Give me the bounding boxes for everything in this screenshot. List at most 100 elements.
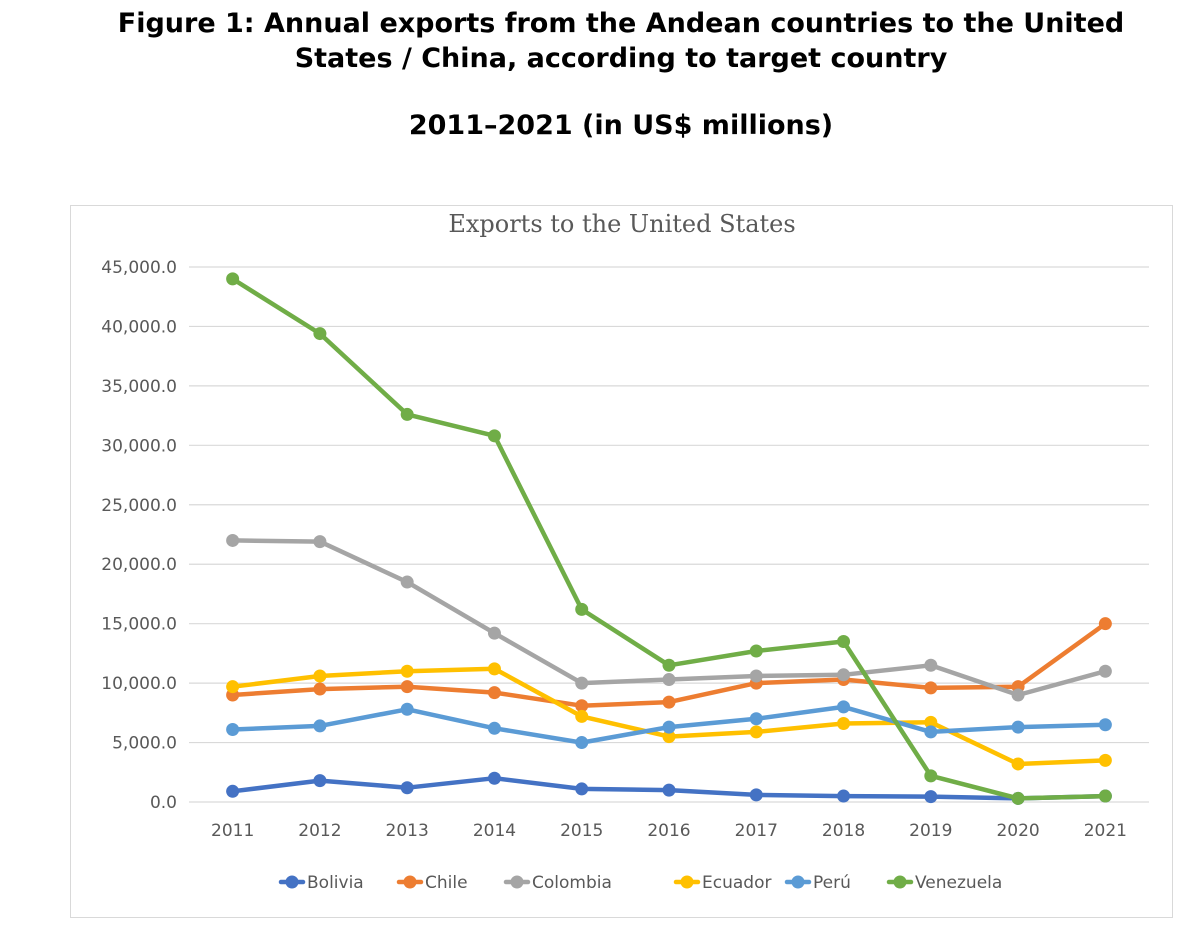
data-point-venezuela [1098, 789, 1112, 803]
y-tick-label: 25,000.0 [101, 496, 177, 516]
x-tick-label: 2014 [473, 821, 516, 841]
figure-subtitle: 2011–2021 (in US$ millions) [408, 110, 834, 141]
data-point-colombia [837, 668, 851, 682]
data-point-ecuador [1098, 753, 1112, 767]
data-point-peru [662, 720, 676, 734]
data-point-colombia [487, 626, 501, 640]
y-tick-label: 15,000.0 [101, 615, 177, 635]
series-bolivia [226, 771, 1112, 805]
y-tick-label: 45,000.0 [101, 258, 177, 278]
data-point-peru [400, 702, 414, 716]
data-point-venezuela [313, 327, 327, 341]
series-peru [226, 700, 1112, 750]
data-point-chile [313, 682, 327, 696]
data-point-colombia [1011, 688, 1025, 702]
data-point-colombia [924, 658, 938, 672]
data-point-chile [662, 695, 676, 709]
x-tick-label: 2019 [909, 821, 952, 841]
legend-entry-bolivia: Bolivia [278, 873, 364, 893]
data-point-venezuela [662, 658, 676, 672]
legend-entry-peru: Perú [784, 873, 851, 893]
series-colombia [226, 533, 1112, 702]
data-point-venezuela [400, 407, 414, 421]
x-tick-label: 2018 [822, 821, 865, 841]
data-point-peru [1098, 718, 1112, 732]
data-point-peru [837, 700, 851, 714]
data-point-chile [487, 686, 501, 700]
data-point-bolivia [226, 784, 240, 798]
chart-title: Exports to the United States [448, 210, 795, 238]
x-tick-label: 2011 [211, 821, 254, 841]
y-tick-label: 35,000.0 [101, 377, 177, 397]
data-point-peru [575, 736, 589, 750]
y-tick-label: 10,000.0 [101, 674, 177, 694]
data-point-chile [575, 699, 589, 713]
legend-swatch-marker [285, 875, 299, 889]
data-point-venezuela [226, 272, 240, 286]
x-axis-tick-labels: 2011 2012 2013 2014 2015 2016 2017 2018 2019 2020… [211, 821, 1127, 841]
data-point-ecuador [837, 717, 851, 731]
data-point-colombia [662, 673, 676, 687]
data-point-chile [924, 681, 938, 695]
data-point-ecuador [313, 669, 327, 683]
data-point-peru [1011, 720, 1025, 734]
x-tick-label: 2016 [647, 821, 690, 841]
legend-entry-colombia: Colombia [503, 873, 612, 893]
data-point-bolivia [837, 789, 851, 803]
chart-frame: Exports to the United States 0.0 5,000.0 1… [70, 205, 1173, 918]
y-tick-label: 5,000.0 [112, 734, 177, 754]
legend-label: Bolivia [307, 873, 364, 893]
legend-entry-chile: Chile [396, 873, 468, 893]
data-point-ecuador [924, 715, 938, 729]
y-tick-label: 30,000.0 [101, 436, 177, 456]
data-point-colombia [749, 669, 763, 683]
data-point-venezuela [1011, 791, 1025, 805]
legend-entry-ecuador: Ecuador [673, 873, 771, 893]
legend-label: Ecuador [702, 873, 771, 893]
legend-label: Colombia [532, 873, 612, 893]
x-tick-label: 2017 [735, 821, 778, 841]
data-point-peru [924, 725, 938, 739]
series-layer [226, 272, 1112, 805]
data-point-venezuela [575, 602, 589, 616]
data-point-peru [226, 722, 240, 736]
legend-label: Chile [425, 873, 468, 893]
data-point-colombia [313, 535, 327, 549]
data-point-bolivia [313, 774, 327, 788]
gridlines [189, 266, 1149, 803]
data-point-peru [487, 721, 501, 735]
y-tick-label: 40,000.0 [101, 317, 177, 337]
data-point-venezuela [487, 429, 501, 443]
data-point-ecuador [662, 730, 676, 744]
legend-swatch-marker [403, 875, 417, 889]
data-point-bolivia [575, 782, 589, 796]
data-point-peru [313, 719, 327, 733]
legend: Bolivia Chile Colombia Ecuador Perú Venezuela [278, 873, 1002, 893]
data-point-colombia [575, 676, 589, 690]
exports-line-chart: Exports to the United States 0.0 5,000.0 1… [101, 210, 1149, 893]
x-tick-label: 2012 [298, 821, 341, 841]
x-tick-label: 2021 [1084, 821, 1127, 841]
figure-title-line-1: Figure 1: Annual exports from the Andean… [117, 8, 1125, 39]
x-tick-label: 2015 [560, 821, 603, 841]
series-ecuador [226, 662, 1112, 771]
data-point-bolivia [487, 771, 501, 785]
data-point-colombia [400, 575, 414, 589]
y-tick-label: 0.0 [150, 793, 177, 813]
data-point-venezuela [837, 635, 851, 648]
data-point-bolivia [749, 788, 763, 802]
y-axis-tick-labels: 0.0 5,000.0 10,000.0 15,000.0 20,000.0 25,000… [101, 258, 177, 813]
legend-label: Perú [813, 873, 851, 893]
data-point-bolivia [400, 781, 414, 795]
legend-entry-venezuela: Venezuela [886, 873, 1002, 893]
figure-title: Figure 1: Annual exports from the Andean… [0, 6, 1200, 76]
data-point-peru [749, 712, 763, 726]
data-point-ecuador [749, 725, 763, 739]
data-point-ecuador [226, 680, 240, 694]
x-tick-label: 2013 [386, 821, 429, 841]
legend-swatch-marker [893, 875, 907, 889]
data-point-colombia [1098, 664, 1112, 678]
data-point-chile [1098, 617, 1112, 631]
data-point-ecuador [400, 664, 414, 678]
series-venezuela [226, 272, 1112, 805]
